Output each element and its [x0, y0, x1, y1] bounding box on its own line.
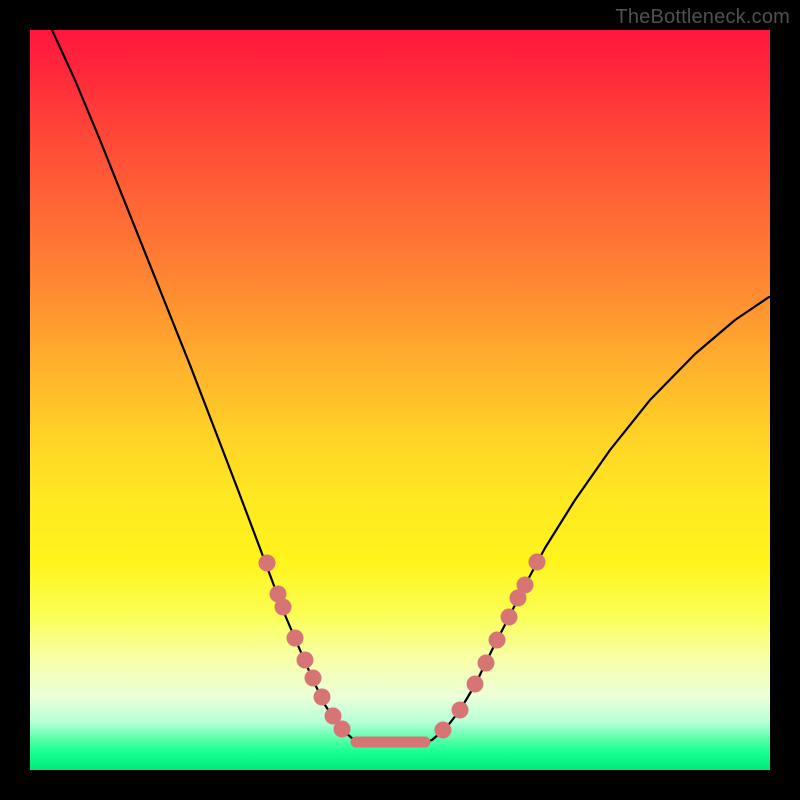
bottleneck-chart: [0, 0, 800, 800]
watermark-text: TheBottleneck.com: [615, 6, 790, 29]
chart-container: TheBottleneck.com: [0, 0, 800, 800]
